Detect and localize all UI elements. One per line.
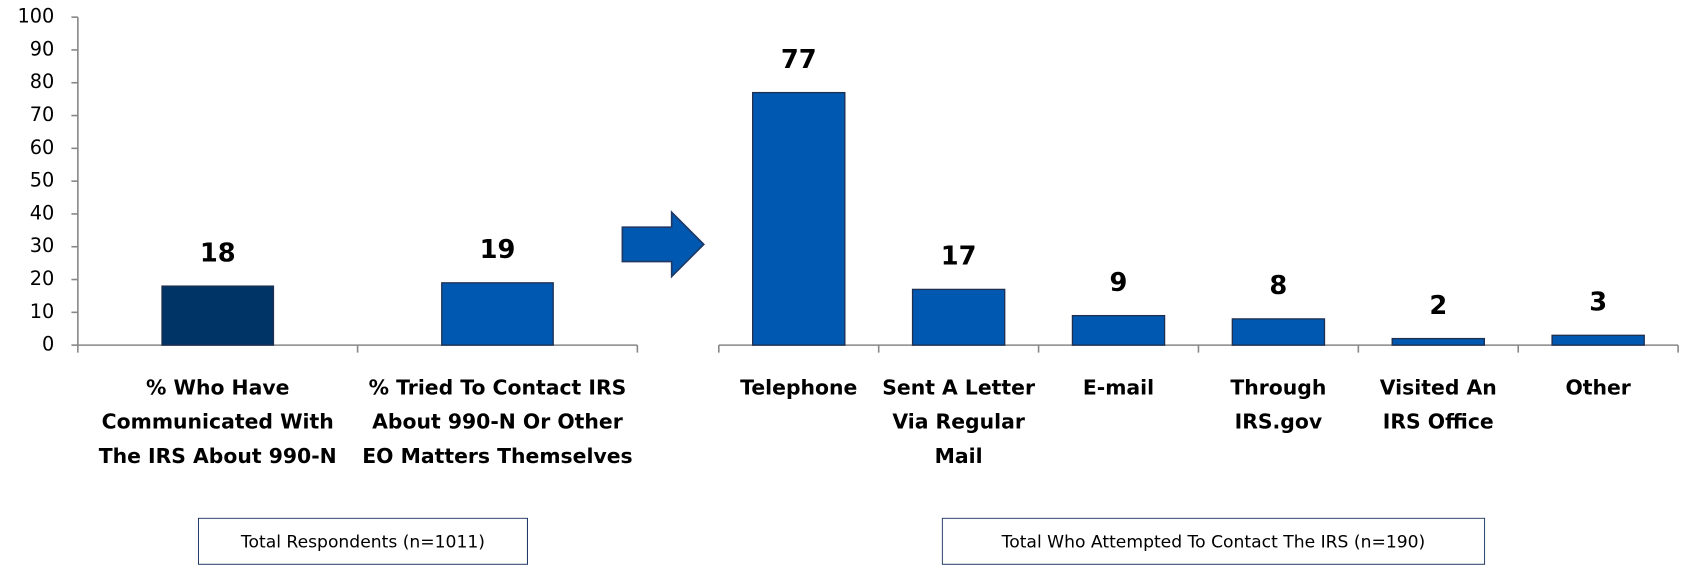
x-tick-label: Other [1565,376,1631,400]
data-label: 9 [1110,268,1128,298]
y-tick-label: 80 [30,70,55,93]
data-label: 8 [1269,271,1287,301]
data-label: 2 [1429,291,1447,321]
x-tick-label-box: % Tried To Contact IRS About 990-N Or Ot… [362,376,633,469]
y-tick-label: 10 [30,300,55,323]
bar [441,282,554,346]
y-tick-label: 40 [30,201,55,224]
x-tick-label: Through IRS.gov [1230,376,1327,435]
y-tick-label: 0 [42,333,54,356]
x-tick-label: Visited An IRS Office [1379,376,1497,435]
x-tick-label-box: Other [1565,376,1631,400]
x-tick-label-box: Sent A Letter Via Regular Mail [882,376,1036,469]
bar [1071,314,1166,346]
bar [1391,337,1486,346]
y-tick-label: 30 [30,234,55,257]
data-label: 77 [781,45,817,75]
y-tick-label: 60 [30,136,55,159]
data-label: 17 [941,242,977,272]
y-tick-label: 50 [30,169,55,192]
bar [161,285,275,346]
data-label: 3 [1589,288,1607,318]
x-tick-label: % Who Have Communicated With The IRS Abo… [98,376,337,469]
y-tick-label: 70 [30,103,55,126]
note-box: Total Who Attempted To Contact The IRS (… [941,517,1486,565]
y-tick-label: 20 [30,267,55,290]
x-tick-label-box: Through IRS.gov [1230,376,1327,435]
x-tick-label-box: Telephone [740,376,858,400]
note: Total Who Attempted To Contact The IRS (… [941,517,1486,565]
x-tick-label: E-mail [1082,376,1155,400]
x-tick-label: Telephone [740,376,858,400]
bar [1551,334,1645,346]
x-tick-label: Sent A Letter Via Regular Mail [882,376,1036,469]
x-tick-label-box: Visited An IRS Office [1379,376,1497,435]
y-tick-label: 90 [30,37,55,60]
note: Total Respondents (n=1011) [197,517,529,565]
arrow [621,210,705,279]
bar [1231,318,1326,346]
data-label: 18 [200,238,236,268]
x-tick-label-box: % Who Have Communicated With The IRS Abo… [98,376,337,469]
bar [911,288,1006,346]
x-tick-label-box: E-mail [1082,376,1155,400]
x-tick-label: % Tried To Contact IRS About 990-N Or Ot… [362,376,633,469]
y-tick-label: 100 [17,5,54,28]
data-label: 19 [480,235,516,265]
note-box: Total Respondents (n=1011) [197,517,529,565]
bar [752,91,846,346]
